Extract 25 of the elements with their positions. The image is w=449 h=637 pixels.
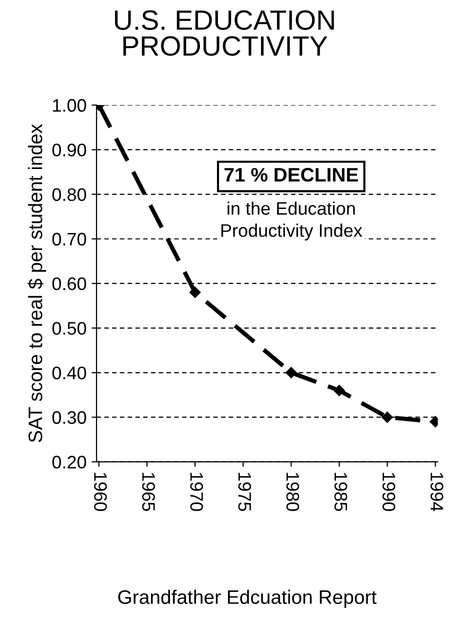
x-tick-label: 1990 — [382, 472, 396, 512]
y-tick-label: 0.60 — [52, 277, 86, 290]
y-tick-label: 0.50 — [52, 322, 86, 335]
point — [334, 384, 345, 396]
text: Grandfather Edcuation Report — [118, 590, 377, 608]
y-tick-label: 1.00 — [53, 99, 86, 112]
x-tick-label: 1975 — [238, 472, 252, 511]
x-tick-label: 1965 — [142, 472, 155, 511]
chart-title: U.S. EDUCATION PRODUCTIVITY — [115, 10, 334, 56]
y-tick-label: 0.40 — [52, 366, 86, 380]
point — [286, 367, 297, 378]
x-tick-label: 1970 — [190, 472, 203, 512]
y-axis-title: SAT score to real $ per student index — [28, 124, 46, 442]
x-tick-label: 1980 — [286, 472, 300, 512]
y-tick-label: 0.20 — [52, 456, 86, 469]
x-tick-label: 1960 — [94, 472, 107, 512]
x-tick-label: 1985 — [334, 472, 348, 511]
y-tick-label: 0.70 — [52, 232, 86, 246]
y-tick-label: 0.30 — [52, 411, 86, 424]
point — [189, 286, 201, 298]
point — [382, 412, 393, 423]
y-tick-label: 0.90 — [52, 144, 86, 156]
annotation: 71 % DECLINE in the Education Productivity Index — [221, 168, 362, 240]
x-tick-label: 1994 — [430, 472, 444, 512]
y-tick-label: 0.80 — [52, 188, 86, 202]
